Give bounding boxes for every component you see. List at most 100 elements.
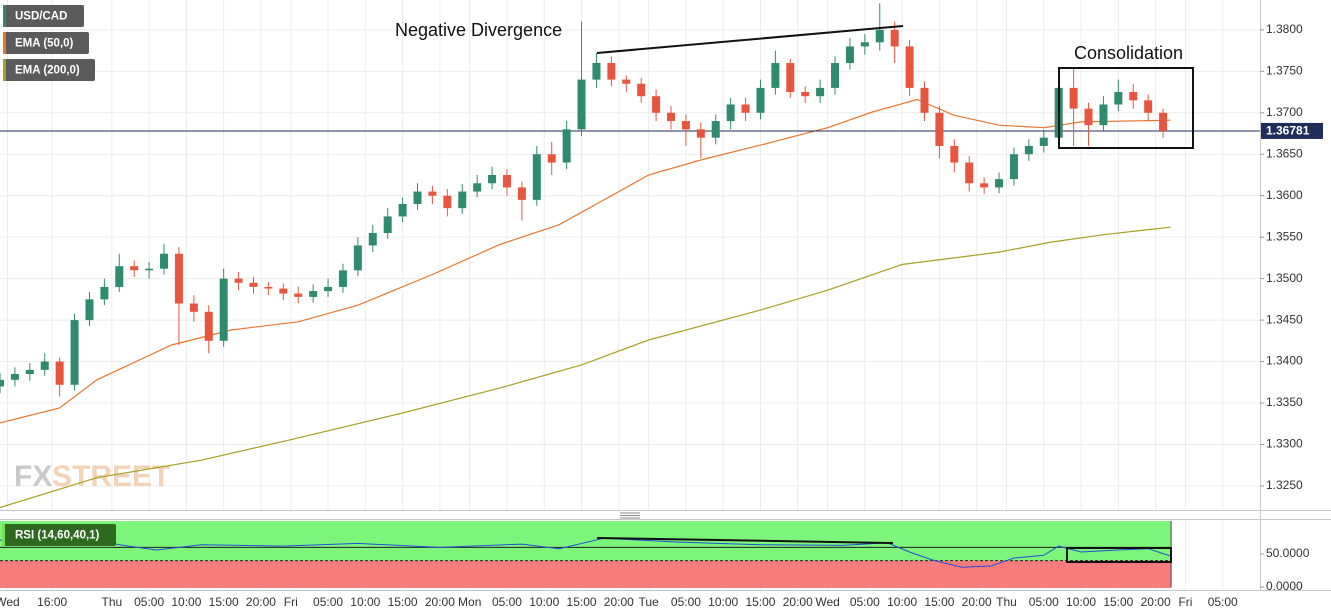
candle-body: [950, 145, 959, 163]
consolidation-box: [1058, 67, 1194, 149]
ema-line: [0, 226, 1171, 509]
candle-body: [845, 46, 854, 64]
candle-body: [592, 63, 601, 80]
x-tick-label: 05:00: [1029, 595, 1059, 609]
candle-body: [816, 87, 825, 97]
candle-body: [279, 288, 288, 294]
x-tick-label: 10:00: [529, 595, 559, 609]
last-price-label: 1.36781: [1266, 124, 1310, 138]
candle-body: [174, 253, 183, 304]
candle-body: [1024, 145, 1033, 155]
candle-body: [1084, 108, 1093, 126]
x-tick-label: Tue: [639, 595, 660, 609]
x-tick-label: 20:00: [1141, 595, 1171, 609]
y-tick-label: 1.3600: [1266, 188, 1303, 202]
candle-body: [607, 63, 616, 80]
candle-body: [234, 278, 243, 283]
x-tick-label: 10:00: [1066, 595, 1096, 609]
panel-resize-handle[interactable]: [620, 512, 640, 519]
y-tick-label: 1.3250: [1266, 478, 1303, 492]
candle-body: [383, 216, 392, 234]
plot-area: [0, 3, 1260, 509]
y-tick-label: 1.3750: [1266, 63, 1303, 77]
candle-body: [1099, 104, 1108, 126]
candle-body: [413, 191, 422, 204]
candle-body: [995, 179, 1004, 188]
candle-body: [353, 245, 362, 271]
candle-body: [875, 29, 884, 43]
candle-body: [338, 270, 347, 287]
x-tick-label: Fri: [284, 595, 298, 609]
candle-body: [189, 303, 198, 312]
candle-body: [980, 183, 989, 188]
y-tick-label: 1.3700: [1266, 105, 1303, 119]
y-tick-label: 1.3400: [1266, 354, 1303, 368]
legend-item[interactable]: EMA (50,0): [3, 32, 89, 54]
candle-body: [681, 121, 690, 130]
candle-body: [115, 266, 124, 287]
x-tick-label: 10:00: [708, 595, 738, 609]
candle-body: [145, 268, 154, 271]
x-tick-label: 20:00: [783, 595, 813, 609]
x-tick-label: 10:00: [887, 595, 917, 609]
x-tick-label: 20:00: [962, 595, 992, 609]
legend-item[interactable]: USD/CAD: [3, 5, 84, 27]
candle-body: [130, 266, 139, 271]
x-tick-label: Thu: [996, 595, 1017, 609]
candle-body: [264, 286, 273, 289]
y-tick-label: 1.3800: [1266, 22, 1303, 36]
legend-item[interactable]: EMA (200,0): [3, 59, 95, 81]
x-tick-label: 15:00: [745, 595, 775, 609]
candle-body: [1039, 137, 1048, 146]
rsi-divergence-line: [596, 537, 894, 544]
legend-label: EMA (50,0): [15, 38, 74, 50]
legend-label: RSI (14,60,40,1): [15, 530, 100, 542]
candle-body: [905, 46, 914, 88]
x-tick-label: 15:00: [209, 595, 239, 609]
candle-body: [55, 361, 64, 385]
x-tick-label: 15:00: [567, 595, 597, 609]
divergence-line: [596, 25, 904, 54]
x-tick-label: 15:00: [388, 595, 418, 609]
candle-body: [70, 320, 79, 385]
candle-body: [473, 183, 482, 192]
candle-body: [1159, 112, 1168, 131]
candle-body: [204, 311, 213, 341]
x-tick-label: 05:00: [313, 595, 343, 609]
rsi-line: [0, 536, 1171, 568]
x-tick-label: Wed: [815, 595, 839, 609]
candle-body: [562, 129, 571, 163]
last-price-tag: [1261, 122, 1323, 139]
legend-item[interactable]: RSI (14,60,40,1): [2, 524, 116, 546]
watermark: FX: [14, 460, 52, 493]
rsi-box: [1066, 547, 1172, 563]
candle-body: [294, 293, 303, 297]
candle-body: [711, 121, 720, 138]
candle-body: [10, 374, 19, 380]
candle-body: [398, 204, 407, 217]
x-tick-label: Thu: [101, 595, 122, 609]
candle-body: [488, 174, 497, 184]
x-tick-label: Wed: [0, 595, 20, 609]
candle-body: [517, 187, 526, 200]
candle-body: [622, 79, 631, 84]
candle-body: [368, 233, 377, 246]
candle-body: [219, 278, 228, 341]
candle-body: [443, 195, 452, 209]
x-tick-label: 15:00: [1103, 595, 1133, 609]
y-tick-label: 1.3650: [1266, 146, 1303, 160]
candle-body: [741, 104, 750, 113]
candle-body: [637, 83, 646, 97]
x-tick-label: 05:00: [671, 595, 701, 609]
x-tick-label: 20:00: [604, 595, 634, 609]
y-tick-label: 50.0000: [1266, 546, 1310, 560]
candle-body: [726, 104, 735, 122]
candle-body: [801, 92, 810, 97]
candle-body: [935, 112, 944, 146]
candle-body: [1069, 87, 1078, 109]
y-tick-label: 0.0000: [1266, 579, 1303, 593]
rsi-panel: [0, 521, 1172, 588]
x-tick-label: 16:00: [37, 595, 67, 609]
candle-body: [100, 286, 109, 300]
